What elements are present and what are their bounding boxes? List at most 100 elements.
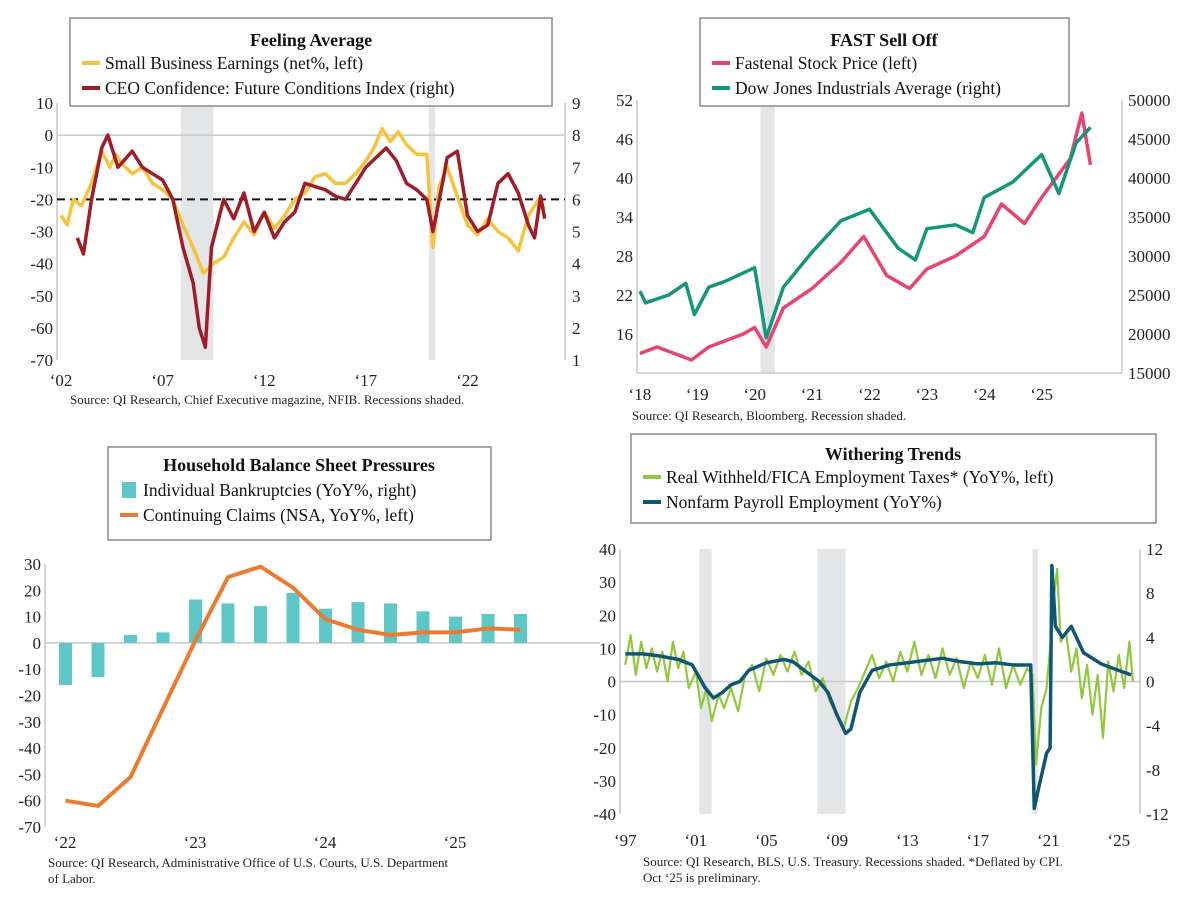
y-tick-label: -20 <box>30 190 53 209</box>
series-line-1 <box>638 126 1092 340</box>
legend: Household Balance Sheet Pressures Individ… <box>107 446 492 541</box>
y2-tick-label: -8 <box>1146 761 1160 780</box>
bar-bankruptcies <box>124 635 137 643</box>
x-tick-label: ‘97 <box>614 831 637 850</box>
legend-box <box>69 17 553 107</box>
y-tick-label: 0 <box>33 634 42 653</box>
y2-tick-label: 12 <box>1146 540 1163 559</box>
source-note: Source: QI Research, Bloomberg. Recessio… <box>632 408 906 423</box>
x-tick-label: ‘24 <box>973 385 996 404</box>
legend-label: Real Withheld/FICA Employment Taxes* (Yo… <box>666 467 1054 487</box>
legend-label: Small Business Earnings (net%, left) <box>105 53 363 73</box>
y-tick-label: 40 <box>599 540 616 559</box>
line-continuing-claims <box>65 564 521 808</box>
x-tick-label: ‘09 <box>825 831 848 850</box>
legend-box <box>107 446 492 541</box>
series-line-0 <box>624 567 1135 766</box>
y-tick-label: 22 <box>616 286 633 305</box>
y2-tick-label: 8 <box>1146 584 1155 603</box>
y2-tick-label: 40000 <box>1128 169 1171 188</box>
y2-tick-label: 50000 <box>1128 91 1171 110</box>
x-tick-label: ‘05 <box>755 831 778 850</box>
y-tick-label: 10 <box>599 639 616 658</box>
y-tick-label: -10 <box>593 706 616 725</box>
x-tick-label: ‘17 <box>355 371 378 390</box>
y-tick-label: -40 <box>30 255 53 274</box>
bar-bankruptcies <box>351 602 365 643</box>
x-tick-label: ‘18 <box>629 385 652 404</box>
y-tick-label: 20 <box>599 606 616 625</box>
legend: Feeling Average Small Business Earnings (… <box>69 17 553 107</box>
x-tick-label: ‘25 <box>444 833 467 852</box>
y2-tick-label: 3 <box>572 287 581 306</box>
y2-tick-label: 1 <box>572 351 581 370</box>
bar-bankruptcies <box>156 632 170 643</box>
bar-bankruptcies <box>59 642 72 685</box>
y-tick-label: -10 <box>30 158 53 177</box>
y-tick-label: 28 <box>616 247 633 266</box>
bar-bankruptcies <box>286 592 300 643</box>
legend-label: Fastenal Stock Price (left) <box>735 53 917 73</box>
y-tick-label: -70 <box>30 351 53 370</box>
y-tick-label: -20 <box>18 687 41 706</box>
y-tick-label: -50 <box>18 765 41 784</box>
series-line-0 <box>639 111 1093 362</box>
chart-panel-3: 30 20 10 0 -10 -20 -30 -40 -50 -60 -70 ‘22 ‘23 ‘24 ‘25… <box>18 446 600 886</box>
series-line-1 <box>625 563 1132 811</box>
y-tick-label: 46 <box>616 130 633 149</box>
legend-box <box>630 433 1157 524</box>
y-tick-label: -70 <box>18 818 41 837</box>
x-tick-label: ‘23 <box>916 385 939 404</box>
chart-title: Withering Trends <box>825 444 961 464</box>
y2-tick-label: 4 <box>1146 628 1155 647</box>
x-tick-label: ‘21 <box>801 385 824 404</box>
y2-tick-label: 7 <box>572 158 581 177</box>
y-tick-label: -30 <box>593 772 616 791</box>
x-tick-label: ‘02 <box>50 371 73 390</box>
y-tick-label: 0 <box>45 126 54 145</box>
bar-bankruptcies <box>91 642 105 678</box>
x-tick-label: ‘07 <box>151 371 174 390</box>
bar-bankruptcies <box>449 616 462 643</box>
y2-tick-label: 30000 <box>1128 247 1171 266</box>
y2-tick-label: 6 <box>572 190 581 209</box>
y-tick-label: -60 <box>18 792 41 811</box>
x-tick-label: ‘23 <box>184 833 207 852</box>
y2-tick-label: 35000 <box>1128 208 1171 227</box>
y-tick-label: -50 <box>30 287 53 306</box>
y-tick-label: -60 <box>30 319 53 338</box>
x-tick-label: ‘25 <box>1108 831 1131 850</box>
legend-label: Continuing Claims (NSA, YoY%, left) <box>143 505 414 525</box>
x-tick-label: ‘22 <box>456 371 479 390</box>
y2-tick-label: 4 <box>572 255 581 274</box>
y2-tick-label: -12 <box>1146 805 1169 824</box>
y2-tick-label: -4 <box>1146 717 1161 736</box>
y-tick-label: -40 <box>18 739 41 758</box>
bar-bankruptcies <box>221 603 235 643</box>
y2-tick-label: 25000 <box>1128 286 1171 305</box>
legend-label: CEO Confidence: Future Conditions Index … <box>105 78 455 98</box>
y2-tick-label: 15000 <box>1128 364 1171 383</box>
y-tick-label: 52 <box>616 91 633 110</box>
y2-tick-label: 20000 <box>1128 325 1171 344</box>
y-tick-label: -10 <box>18 660 41 679</box>
chart-title: Feeling Average <box>250 30 372 50</box>
chart-panel-1: 10 0 -10 -20 -30 -40 -50 -60 -70 9 8 7 6 5 4 3 2 1 ‘02 ‘07 ‘… <box>30 17 581 407</box>
y-tick-label: 16 <box>616 325 633 344</box>
series-line-0 <box>59 126 547 276</box>
chart-title: Household Balance Sheet Pressures <box>163 455 435 475</box>
legend-label: Dow Jones Industrials Average (right) <box>735 78 1001 98</box>
y-tick-label: 10 <box>36 94 53 113</box>
y-tick-label: -40 <box>593 805 616 824</box>
y-tick-label: 30 <box>24 555 41 574</box>
x-tick-label: ‘01 <box>684 831 707 850</box>
bar-bankruptcies <box>254 606 267 643</box>
y-tick-label: -30 <box>18 713 41 732</box>
y2-tick-label: 45000 <box>1128 130 1171 149</box>
x-tick-label: ‘21 <box>1037 831 1060 850</box>
series-line-1 <box>75 133 547 349</box>
y-tick-label: 0 <box>608 673 617 692</box>
y-tick-label: 34 <box>616 208 634 227</box>
x-tick-label: ‘20 <box>743 385 766 404</box>
